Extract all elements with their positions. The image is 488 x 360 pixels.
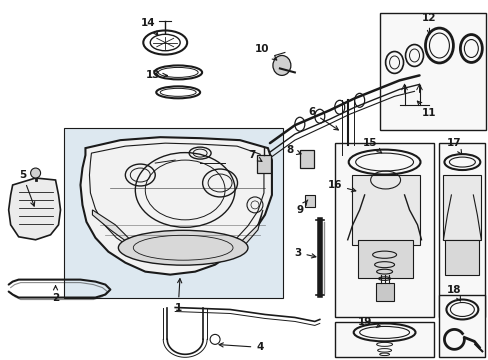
Text: 4: 4 xyxy=(219,342,263,352)
FancyBboxPatch shape xyxy=(334,143,433,318)
Polygon shape xyxy=(92,210,263,262)
Text: 19: 19 xyxy=(357,318,380,328)
FancyBboxPatch shape xyxy=(63,128,283,298)
Bar xyxy=(443,175,480,240)
Ellipse shape xyxy=(118,230,247,265)
Polygon shape xyxy=(9,178,61,240)
Text: 2: 2 xyxy=(52,286,59,302)
Text: 13: 13 xyxy=(146,71,167,80)
Text: 10: 10 xyxy=(254,44,276,60)
Bar xyxy=(256,155,270,173)
Bar xyxy=(351,175,419,245)
FancyBboxPatch shape xyxy=(439,143,484,318)
Ellipse shape xyxy=(272,55,290,75)
Text: 11: 11 xyxy=(416,101,436,118)
Bar xyxy=(445,240,478,275)
Bar xyxy=(299,150,313,168)
Polygon shape xyxy=(81,137,271,275)
Text: 1: 1 xyxy=(174,279,182,312)
Text: 6: 6 xyxy=(307,107,338,130)
Text: 18: 18 xyxy=(446,284,461,301)
Bar xyxy=(304,195,314,207)
Text: 5: 5 xyxy=(19,170,35,206)
Bar xyxy=(357,240,412,278)
Text: 9: 9 xyxy=(296,200,307,215)
Text: 16: 16 xyxy=(327,180,355,192)
FancyBboxPatch shape xyxy=(439,294,484,357)
Text: 17: 17 xyxy=(446,138,461,154)
FancyBboxPatch shape xyxy=(334,323,433,357)
Text: 15: 15 xyxy=(362,138,381,153)
Circle shape xyxy=(31,168,41,178)
Text: 14: 14 xyxy=(141,18,158,35)
Text: 3: 3 xyxy=(294,248,315,258)
Text: 7: 7 xyxy=(248,150,262,161)
Bar xyxy=(375,283,393,301)
Text: 8: 8 xyxy=(285,145,301,155)
FancyBboxPatch shape xyxy=(379,13,486,130)
Text: 12: 12 xyxy=(421,13,436,35)
